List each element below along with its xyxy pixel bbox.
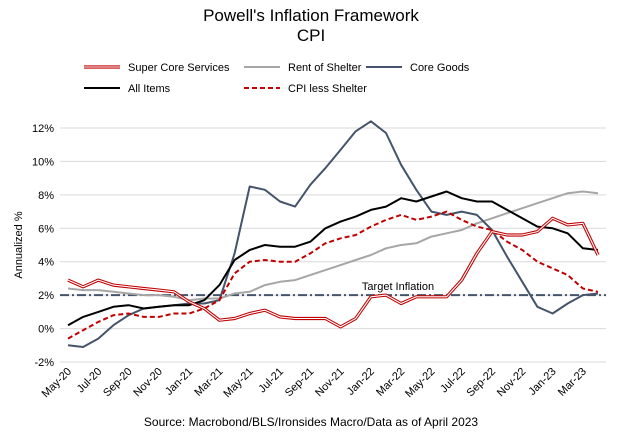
legend-super-core-services-label: Super Core Services [128,62,230,74]
x-tick-label: Sep-20 [101,366,135,400]
y-tick-label: -2% [34,357,54,369]
y-axis-label: Annualized % [13,211,25,278]
chart-subtitle: CPI [296,26,326,45]
y-tick-label: 12% [32,123,54,135]
y-tick-label: 6% [38,223,54,235]
y-tick-label: 4% [38,257,54,269]
legend-all-items-label: All Items [128,83,171,95]
y-tick-label: 0% [38,324,54,336]
series-cpi-less-shelter-line [67,210,599,340]
x-tick-label: Mar-22 [374,366,407,399]
x-tick-label: Nov-21 [313,366,347,400]
x-tick-label: Jan-23 [526,366,558,398]
y-tick-label: 8% [38,190,54,202]
x-tick-label: Mar-21 [192,366,225,399]
y-tick-label: 10% [32,156,54,168]
x-tick-label: May-22 [403,366,437,400]
legend-cpi-less-shelter-label: CPI less Shelter [288,83,367,95]
x-tick-label: Sep-21 [283,366,317,400]
series-all-items-line [67,190,599,327]
x-tick-label: May-21 [221,366,255,400]
legend-rent-of-shelter-label: Rent of Shelter [288,62,362,74]
source-note: Source: Macrobond/BLS/Ironsides Macro/Da… [143,415,479,429]
x-tick-label: Sep-22 [465,366,499,400]
x-tick-label: Jan-22 [345,366,377,398]
x-tick-label: Nov-22 [495,366,529,400]
x-tick-label: Mar-23 [556,366,589,399]
series-rent-of-shelter-line [67,190,599,302]
target-inflation-label: Target Inflation [362,281,434,293]
chart-title: Powell's Inflation Framework [203,6,419,25]
y-tick-label: 2% [38,290,54,302]
x-tick-label: Jan-21 [163,366,195,398]
legend-core-goods-label: Core Goods [410,62,470,74]
series-super-core-services-line-inner [67,217,599,328]
x-tick-label: Nov-20 [131,366,165,400]
x-tick-label: May-20 [40,366,74,400]
